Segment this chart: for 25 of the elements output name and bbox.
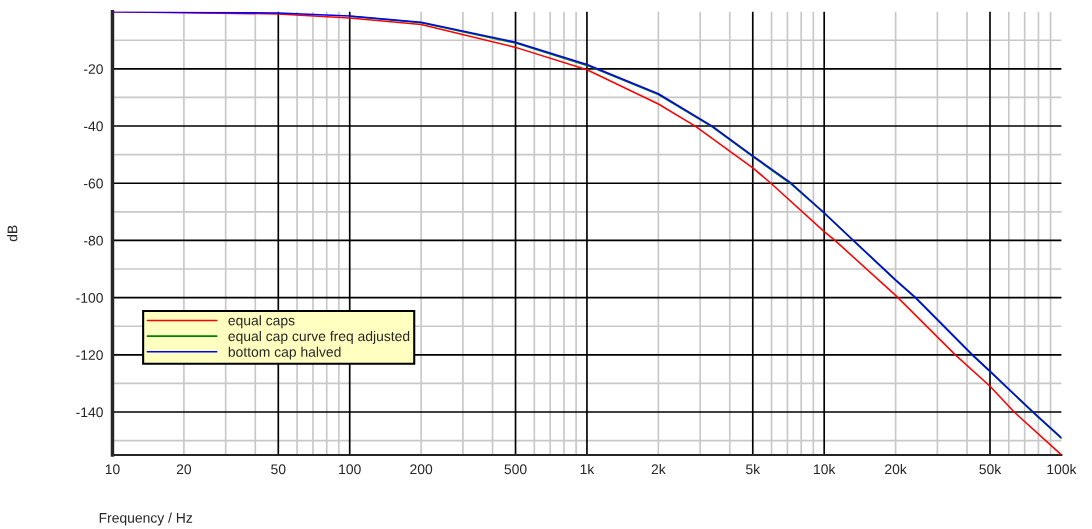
x-tick-label: 20	[176, 464, 192, 475]
x-tick-label: 2k	[651, 463, 666, 475]
y-tick-label: -20	[83, 64, 103, 75]
x-tick-label: 50k	[979, 463, 1002, 475]
x-tick-label: 1k	[580, 463, 595, 475]
y-tick-label: -100	[76, 292, 103, 303]
y-tick-label: -120	[76, 350, 103, 361]
legend-label: equal cap curve freq adjusted	[228, 330, 410, 344]
legend-label: equal caps	[228, 315, 295, 329]
x-tick-label: 50	[271, 464, 286, 475]
y-tick-label: -40	[83, 121, 103, 132]
x-axis-title: Frequency / Hz	[99, 512, 193, 526]
x-tick-label: 20k	[885, 463, 907, 475]
x-tick-label: 5k	[745, 463, 761, 475]
y-axis-title: dB	[7, 225, 18, 242]
x-tick-label: 100	[339, 464, 361, 475]
y-tick-label: -60	[83, 178, 103, 189]
x-tick-label: 10k	[814, 463, 836, 475]
y-tick-label: -140	[76, 407, 103, 418]
x-tick-label: 10	[105, 464, 120, 475]
x-tick-label: 500	[504, 464, 527, 475]
x-tick-label: 200	[410, 464, 433, 475]
x-tick-label: 100k	[1047, 463, 1077, 475]
y-tick-label: -80	[83, 235, 103, 246]
legend-label: bottom cap halved	[228, 346, 341, 360]
